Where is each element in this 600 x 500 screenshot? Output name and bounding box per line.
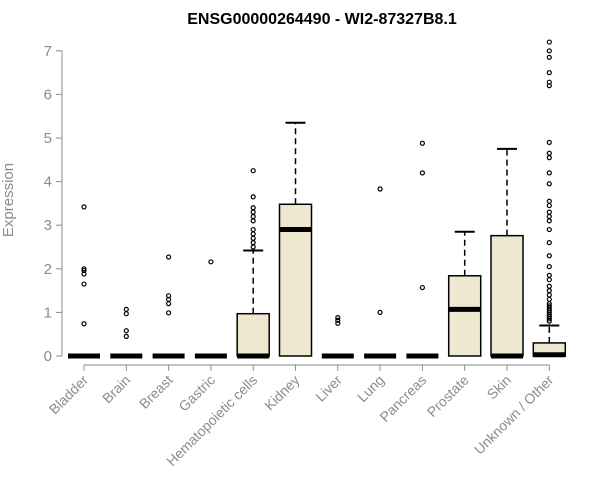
y-tick-label: 5 [44,130,52,147]
y-tick-label: 1 [44,304,52,321]
box-gastric [194,259,227,359]
x-tick-label: Prostate [424,372,472,420]
y-tick-label: 3 [44,217,52,234]
outlier-point [377,309,383,315]
outlier-point [250,209,256,215]
outlier-point [208,259,214,265]
box-liver [321,315,354,359]
y-tick-label: 0 [44,348,52,365]
outlier-point [419,284,425,291]
box-body [236,312,270,357]
box-lung [364,186,397,359]
box-pancreas [406,140,439,359]
outlier-point [546,213,552,220]
outlier-point [335,315,341,321]
outlier-point [250,218,256,224]
box-skin [490,147,524,359]
x-tick-label: Breast [136,372,176,412]
outlier-point [123,333,129,339]
y-axis-label: Expression [0,163,17,237]
outlier-point [546,48,552,54]
x-tick-label: Liver [312,372,345,405]
outlier-point [546,240,552,246]
y-tick-label: 7 [44,43,52,60]
outlier-point [419,140,425,146]
outlier-point [377,186,383,192]
box-breast [152,254,185,359]
outlier-point [546,272,552,278]
outlier-point [166,254,172,260]
outlier-point [250,205,256,211]
outlier-point [81,204,87,210]
outlier-point [250,244,256,250]
outlier-point [546,226,552,233]
box-kidney [278,121,313,357]
outlier-point [166,293,172,299]
outlier-point [546,253,552,259]
y-axis: 0 1 2 3 4 5 6 7 [44,43,63,365]
box-body [278,203,313,357]
outlier-point [81,266,87,272]
outlier-point [335,320,341,326]
outlier-point [546,198,552,204]
outlier-point [250,226,256,233]
outlier-point [166,310,172,316]
outlier-point [250,168,256,174]
outlier-point [250,213,256,220]
outlier-point [546,277,552,283]
outlier-point [123,328,129,334]
x-tick-label: Unknown / Other [471,372,557,458]
box-hematopoietic-cells [236,168,270,359]
outlier-point [546,296,552,302]
outlier-point [123,311,129,317]
x-tick-label: Bladder [46,372,92,418]
outlier-point [546,54,552,60]
outlier-point [546,139,552,145]
outlier-point [546,218,552,224]
outlier-point [546,150,552,156]
box-body [447,275,482,357]
outlier-point [546,39,552,45]
box-prostate [447,230,482,357]
outlier-point [81,321,87,327]
y-tick-label: 6 [44,86,52,103]
x-tick-label: Brain [99,372,133,406]
outlier-point [546,303,552,309]
outlier-point [335,317,341,323]
outlier-point [123,306,129,312]
outlier-point [546,288,552,294]
outlier-point [546,292,552,298]
outlier-point [250,240,256,246]
box-bladder [68,204,100,359]
x-tick-label: Pancreas [376,372,429,425]
x-tick-label: Lung [354,372,387,405]
outlier-point [166,301,172,307]
outlier-point [546,181,552,187]
outlier-point [419,170,425,176]
y-tick-label: 4 [44,174,52,191]
outlier-point [546,155,552,161]
box-body [490,234,524,357]
plot-area [68,39,567,359]
outlier-point [250,231,256,237]
outlier-point [81,267,87,274]
outlier-point [81,281,87,287]
outlier-point [546,170,552,176]
outlier-point [546,202,552,209]
x-tick-label: Skin [484,372,515,403]
y-tick-label: 2 [44,261,52,278]
outlier-point [546,264,552,270]
outlier-point [250,194,256,200]
x-tick-label: Kidney [261,372,303,414]
box-unknown-other [532,39,567,358]
outlier-point [546,69,552,76]
outlier-point [250,235,256,241]
outlier-point [546,79,552,85]
outlier-point [546,283,552,289]
chart-title: ENSG00000264490 - WI2-87327B8.1 [187,11,457,28]
box-brain [110,306,143,359]
outlier-point [546,209,552,215]
